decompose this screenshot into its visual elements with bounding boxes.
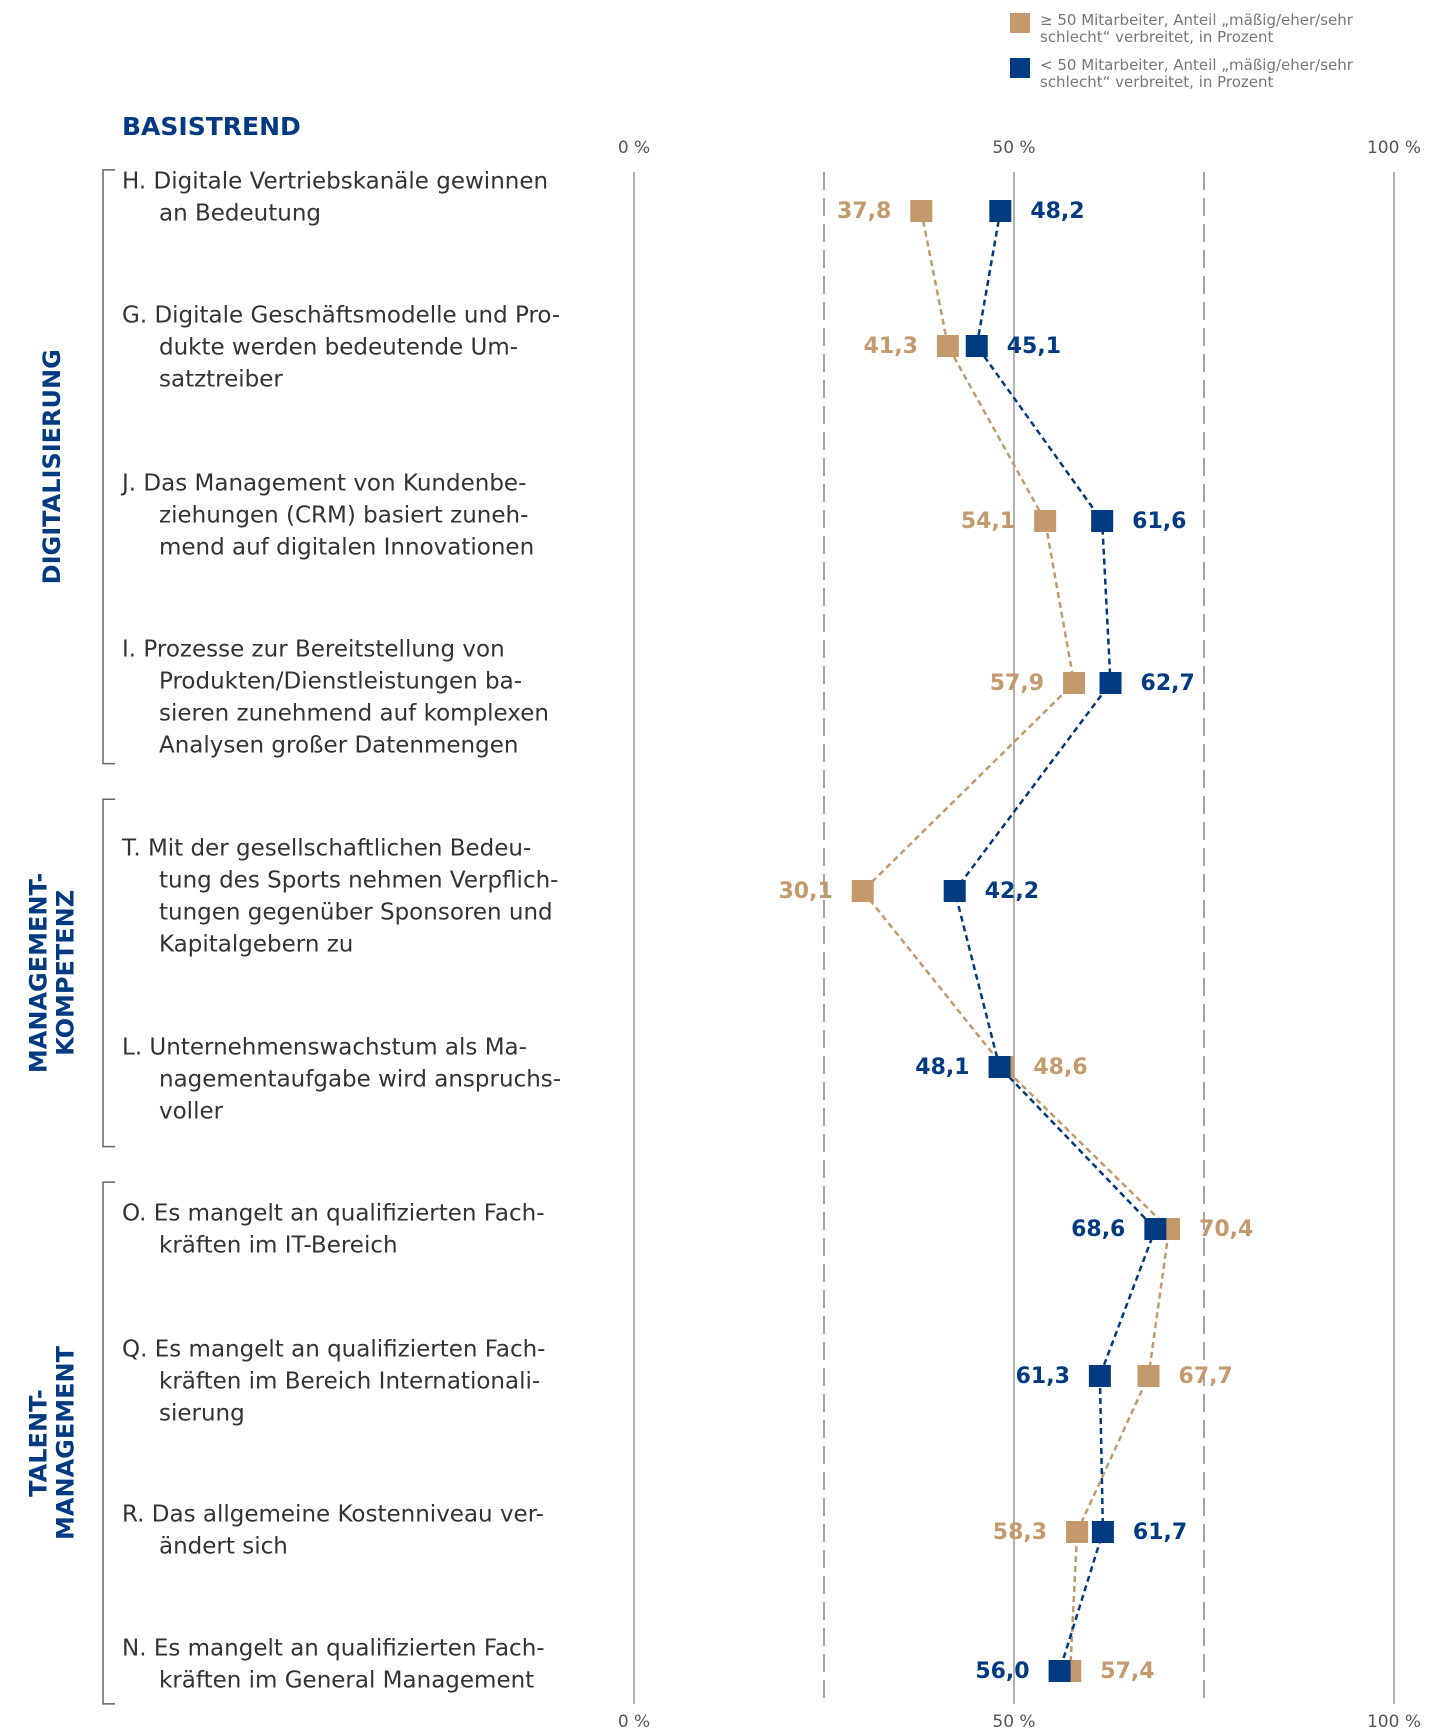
category-label: kräften im Bereich Internationali- xyxy=(159,1369,540,1395)
marker xyxy=(1088,1365,1111,1387)
chart-title: BASISTREND xyxy=(122,112,301,141)
category-label: nagementaufgabe wird anspruchs- xyxy=(159,1067,561,1093)
marker xyxy=(936,335,959,357)
category-label: O. Es mangelt an qualifizierten Fach- xyxy=(122,1201,545,1227)
marker xyxy=(1099,672,1122,694)
value-label: 41,3 xyxy=(864,334,918,359)
group-label: TALENT- xyxy=(25,1389,53,1497)
group-label: KOMPETENZ xyxy=(52,890,80,1056)
category-label: an Bedeutung xyxy=(159,201,321,227)
value-label: 37,8 xyxy=(837,199,891,224)
marker xyxy=(965,335,988,357)
category-label: L. Unternehmenswachstum als Ma- xyxy=(122,1035,527,1061)
x-tick-label: 50 % xyxy=(992,138,1035,158)
category-label: Q. Es mangelt an qualifizierten Fach- xyxy=(122,1337,545,1363)
category-label: ändert sich xyxy=(159,1534,288,1560)
marker xyxy=(989,200,1012,222)
x-tick-label: 0 % xyxy=(618,138,650,158)
category-label: kräften im IT-Bereich xyxy=(159,1233,398,1259)
category-label: N. Es mangelt an qualifizierten Fach- xyxy=(122,1636,545,1662)
category-label: kräften im General Management xyxy=(159,1668,534,1694)
legend-swatch xyxy=(1010,58,1030,78)
x-tick-label: 100 % xyxy=(1367,138,1421,158)
category-label: Kapitalgebern zu xyxy=(159,932,353,958)
value-label: 62,7 xyxy=(1141,671,1195,696)
value-label: 56,0 xyxy=(975,1659,1029,1684)
value-label: 68,6 xyxy=(1071,1217,1125,1242)
value-label: 48,2 xyxy=(1030,199,1084,224)
category-label: dukte werden bedeutende Um- xyxy=(159,335,518,361)
marker xyxy=(910,200,933,222)
marker xyxy=(851,880,874,902)
group-bracket xyxy=(102,1181,115,1705)
value-label: 57,4 xyxy=(1100,1659,1154,1684)
value-label: 57,9 xyxy=(990,671,1044,696)
value-label: 61,6 xyxy=(1132,509,1186,534)
legend-swatch xyxy=(1010,13,1030,33)
group-label: MANAGEMENT- xyxy=(25,873,53,1073)
group-bracket xyxy=(102,169,115,765)
x-tick-label: 50 % xyxy=(992,1712,1035,1732)
category-label: voller xyxy=(159,1099,224,1125)
group-label: DIGITALISIERUNG xyxy=(38,349,66,584)
value-label: 61,3 xyxy=(1016,1364,1070,1389)
value-label: 61,7 xyxy=(1133,1520,1187,1545)
value-label: 30,1 xyxy=(778,879,832,904)
marker xyxy=(1091,510,1114,532)
category-label: Produkten/Dienstleistungen ba- xyxy=(159,669,522,695)
series-line xyxy=(953,210,1157,1672)
value-label: 48,1 xyxy=(915,1055,969,1080)
legend-label: ≥ 50 Mitarbeiter, Anteil „mäßig/eher/seh… xyxy=(1040,11,1353,46)
group-label: MANAGEMENT xyxy=(52,1345,80,1540)
marker xyxy=(1063,672,1086,694)
marker xyxy=(1091,1521,1114,1543)
value-label: 48,6 xyxy=(1033,1055,1087,1080)
marker xyxy=(1137,1365,1160,1387)
category-label: Analysen großer Datenmengen xyxy=(159,733,518,759)
marker xyxy=(988,1056,1011,1078)
category-label: ziehungen (CRM) basiert zuneh- xyxy=(159,503,528,529)
value-label: 67,7 xyxy=(1179,1364,1233,1389)
legend-label: < 50 Mitarbeiter, Anteil „mäßig/eher/seh… xyxy=(1040,56,1353,91)
category-label: I. Prozesse zur Bereitstellung von xyxy=(122,637,505,663)
x-tick-label: 100 % xyxy=(1367,1712,1421,1732)
marker xyxy=(1034,510,1057,532)
category-label: sieren zunehmend auf komplexen xyxy=(159,701,549,727)
marker xyxy=(1144,1218,1167,1240)
category-label: sierung xyxy=(159,1401,245,1427)
category-label: tungen gegenüber Sponsoren und xyxy=(159,900,553,926)
legend-item: ≥ 50 Mitarbeiter, Anteil „mäßig/eher/seh… xyxy=(1010,12,1360,46)
series-line xyxy=(861,210,1171,1672)
category-label: tung des Sports nehmen Verpflich- xyxy=(159,868,558,894)
group-bracket xyxy=(102,798,115,1148)
value-label: 58,3 xyxy=(993,1520,1047,1545)
category-label: T. Mit der gesellschaftlichen Bedeu- xyxy=(121,836,531,862)
category-label: J. Das Management von Kundenbe- xyxy=(120,471,526,497)
marker xyxy=(1048,1660,1071,1682)
category-label: H. Digitale Vertriebskanäle gewinnen xyxy=(122,169,548,195)
category-label: G. Digitale Geschäftsmodelle und Pro- xyxy=(122,303,560,329)
category-label: satztreiber xyxy=(159,367,283,393)
value-label: 42,2 xyxy=(985,879,1039,904)
legend-item: < 50 Mitarbeiter, Anteil „mäßig/eher/seh… xyxy=(1010,57,1360,91)
category-label: mend auf digitalen Innovationen xyxy=(159,535,534,561)
value-label: 70,4 xyxy=(1199,1217,1253,1242)
value-label: 54,1 xyxy=(961,509,1015,534)
x-tick-label: 0 % xyxy=(618,1712,650,1732)
value-label: 45,1 xyxy=(1007,334,1061,359)
marker xyxy=(943,880,966,902)
marker xyxy=(1066,1521,1089,1543)
category-label: R. Das allgemeine Kostenniveau ver- xyxy=(122,1502,544,1528)
